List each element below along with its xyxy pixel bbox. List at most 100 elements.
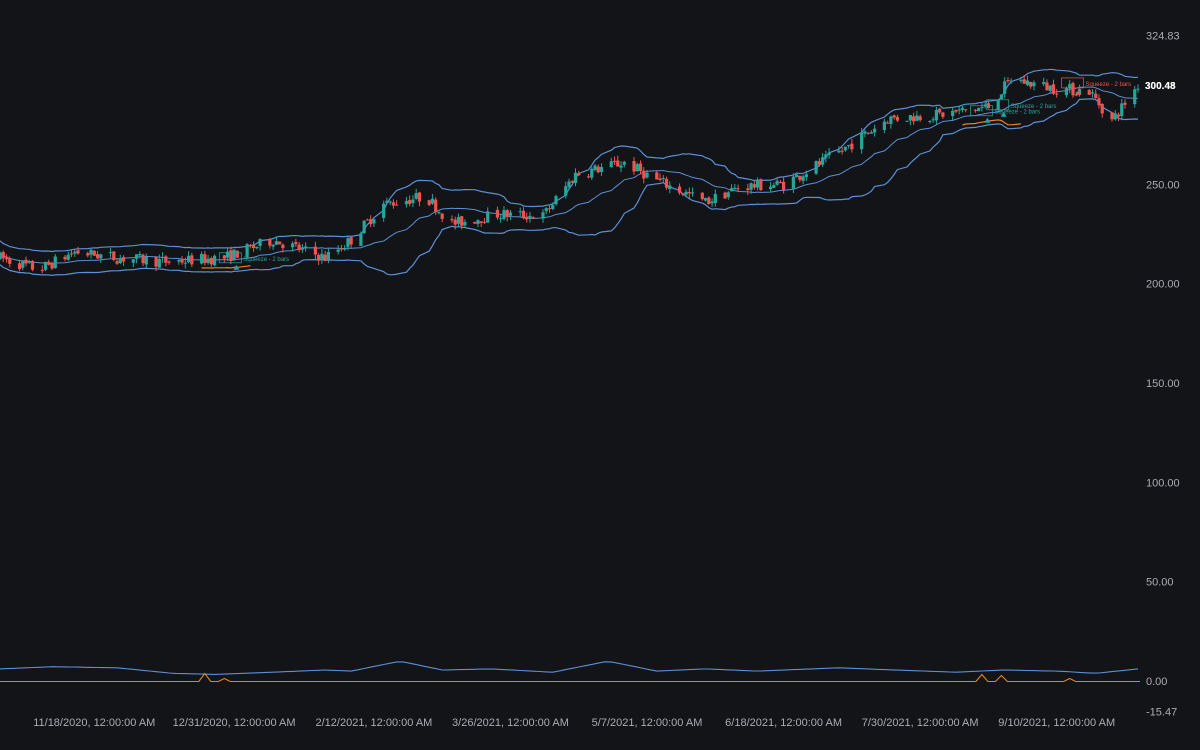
candle[interactable] — [977, 107, 981, 112]
candle[interactable] — [30, 260, 35, 272]
candle[interactable] — [954, 109, 958, 114]
candle[interactable] — [687, 187, 691, 199]
candle[interactable] — [339, 244, 343, 252]
candle[interactable] — [567, 178, 571, 190]
candle[interactable] — [268, 237, 272, 249]
candle[interactable] — [486, 207, 490, 223]
candle[interactable] — [63, 254, 67, 262]
candle[interactable] — [817, 158, 821, 167]
candle[interactable] — [703, 197, 708, 202]
candle[interactable] — [430, 193, 435, 205]
candle[interactable] — [619, 161, 623, 173]
candle[interactable] — [258, 238, 262, 251]
candle[interactable] — [95, 251, 100, 260]
candle[interactable] — [700, 192, 704, 201]
candle[interactable] — [1055, 89, 1059, 98]
candle[interactable] — [1045, 79, 1049, 91]
candle[interactable] — [508, 210, 513, 221]
candle[interactable] — [586, 174, 591, 179]
candle[interactable] — [131, 259, 135, 268]
candle[interactable] — [456, 213, 461, 227]
candle[interactable] — [115, 258, 119, 265]
candle[interactable] — [359, 231, 363, 247]
candle[interactable] — [17, 259, 22, 272]
candle[interactable] — [1009, 78, 1013, 84]
candle[interactable] — [547, 205, 552, 213]
candle[interactable] — [99, 253, 103, 264]
candle[interactable] — [404, 197, 409, 208]
candle[interactable] — [873, 124, 877, 137]
candle[interactable] — [768, 181, 773, 192]
candle[interactable] — [323, 250, 327, 262]
candle[interactable] — [108, 247, 113, 258]
candle[interactable] — [736, 184, 740, 193]
candle[interactable] — [349, 235, 353, 250]
candle[interactable] — [889, 115, 893, 129]
candle[interactable] — [892, 114, 896, 120]
candle[interactable] — [1097, 94, 1101, 109]
candle[interactable] — [1029, 81, 1033, 89]
candle[interactable] — [1090, 89, 1095, 98]
candle[interactable] — [980, 103, 984, 112]
candle[interactable] — [638, 160, 643, 175]
candle[interactable] — [73, 249, 77, 257]
candle[interactable] — [203, 250, 207, 266]
candle[interactable] — [304, 242, 308, 252]
candle[interactable] — [781, 177, 786, 194]
candle[interactable] — [121, 255, 126, 266]
candle[interactable] — [271, 243, 275, 250]
candle[interactable] — [863, 129, 867, 138]
candle[interactable] — [440, 213, 444, 223]
candle[interactable] — [661, 175, 665, 183]
candle[interactable] — [934, 106, 939, 125]
candle[interactable] — [941, 111, 945, 119]
candle[interactable] — [1006, 77, 1010, 84]
candle[interactable] — [1068, 80, 1072, 94]
candle[interactable] — [795, 172, 799, 178]
candle[interactable] — [27, 259, 31, 264]
candle[interactable] — [677, 183, 682, 195]
candle[interactable] — [1087, 88, 1091, 96]
candle[interactable] — [840, 146, 844, 155]
candle[interactable] — [570, 180, 574, 184]
candle[interactable] — [521, 207, 526, 220]
candle[interactable] — [297, 242, 301, 253]
candle[interactable] — [281, 243, 285, 253]
candle[interactable] — [226, 247, 230, 262]
candle[interactable] — [951, 107, 955, 121]
candle[interactable] — [313, 241, 317, 260]
candle[interactable] — [801, 174, 805, 185]
candle[interactable] — [733, 184, 737, 190]
candle[interactable] — [255, 246, 259, 250]
candle[interactable] — [690, 187, 695, 197]
candle[interactable] — [278, 241, 282, 245]
candle[interactable] — [180, 255, 184, 265]
candle[interactable] — [759, 178, 763, 191]
candle[interactable] — [1100, 103, 1104, 118]
candle[interactable] — [707, 196, 711, 205]
candle[interactable] — [860, 127, 864, 154]
candle[interactable] — [66, 251, 70, 261]
candle[interactable] — [411, 195, 415, 207]
candle[interactable] — [837, 146, 841, 154]
candle[interactable] — [798, 175, 802, 183]
candle[interactable] — [222, 254, 226, 263]
candle[interactable] — [300, 243, 304, 253]
candle[interactable] — [713, 189, 717, 207]
candle[interactable] — [882, 118, 886, 134]
candle[interactable] — [681, 192, 685, 197]
candle[interactable] — [596, 164, 600, 174]
candle[interactable] — [749, 182, 753, 195]
candle[interactable] — [609, 157, 613, 168]
candle[interactable] — [518, 207, 522, 217]
candle[interactable] — [502, 206, 506, 221]
candle[interactable] — [186, 251, 191, 264]
candle[interactable] — [450, 215, 454, 223]
candle[interactable] — [775, 178, 779, 186]
candle[interactable] — [531, 216, 535, 219]
candle[interactable] — [544, 207, 548, 215]
candle[interactable] — [551, 202, 555, 211]
candle[interactable] — [141, 253, 145, 266]
candle[interactable] — [144, 253, 148, 269]
candle[interactable] — [668, 181, 672, 194]
